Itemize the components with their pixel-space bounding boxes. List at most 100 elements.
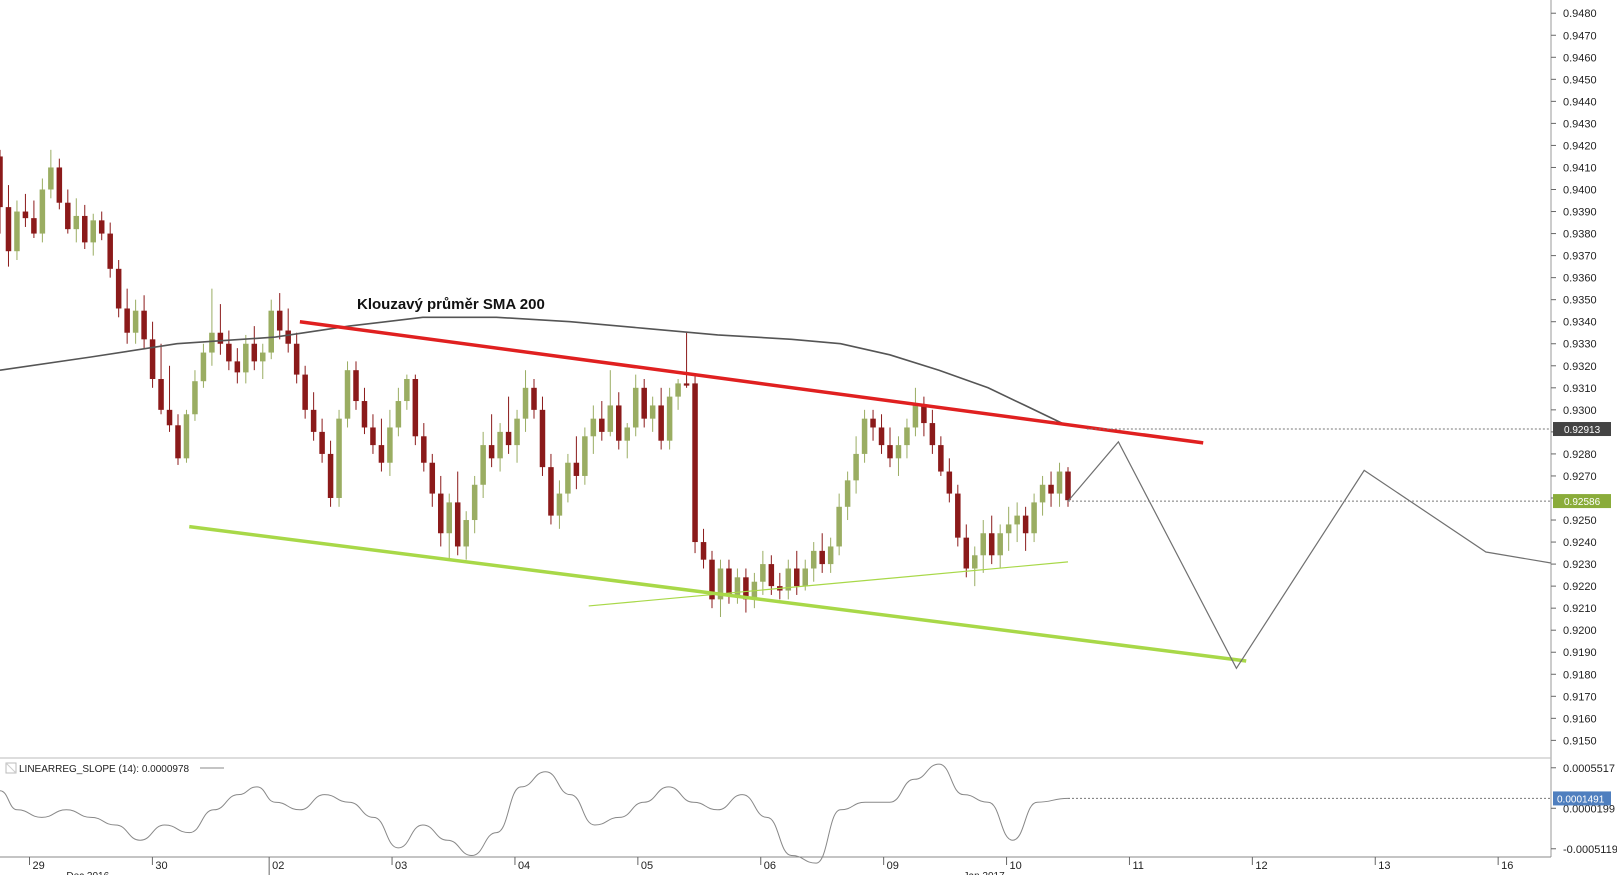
time-axis: 29 30 02 03 04 05 06 09 10 11 12 13 16 Dec 2016 Jan 20… (28, 857, 1513, 875)
candle-body (497, 431, 503, 459)
candle-body (641, 387, 647, 419)
price-tick-label: 0.9360 (1563, 273, 1597, 285)
sma-annotation: Klouzavý průměr SMA 200 (357, 296, 545, 313)
candle-body (1048, 484, 1054, 494)
candle-body (878, 427, 885, 446)
candle-body (717, 568, 724, 600)
candle-body (48, 167, 54, 190)
price-tick-label: 0.9280 (1563, 449, 1597, 461)
candle-body (234, 361, 241, 373)
candle-body (454, 502, 461, 547)
candle-body (353, 370, 359, 402)
month-label: Dec 2016 (66, 871, 109, 875)
price-tick-label: 0.9470 (1563, 30, 1597, 42)
candle-body (395, 401, 402, 428)
candle-body (794, 568, 800, 587)
price-tick-label: 0.9320 (1563, 361, 1597, 373)
candle-body (616, 405, 622, 441)
price-tick-label: 0.9380 (1563, 229, 1597, 241)
candle-body (827, 546, 834, 565)
price-tick-label: 0.9400 (1563, 185, 1597, 197)
candle-body (887, 445, 893, 459)
candle-body (573, 462, 580, 476)
candle-body (285, 330, 291, 344)
price-tick-label: 0.9310 (1563, 383, 1597, 395)
candle-body (929, 423, 936, 446)
candle-body (319, 431, 325, 454)
price-tick-label: 0.9440 (1563, 96, 1597, 108)
indicator-tick-label: 0.0005517 (1563, 763, 1615, 775)
candle-body (302, 374, 308, 410)
indicator-tick-label: -0.0005119 (1563, 844, 1617, 856)
candle-body (209, 332, 215, 353)
candle-body (522, 387, 529, 419)
candle-body (22, 211, 29, 219)
indicator-tick-label: 0.0000199 (1563, 803, 1615, 815)
candlestick-series (0, 149, 1071, 617)
candle-body (1005, 524, 1012, 534)
price-badge-label: 0.92913 (1564, 425, 1601, 436)
candle-body (760, 564, 766, 582)
candle-body (700, 542, 707, 560)
indicator-series: 0.0001491 (0, 763, 1611, 864)
price-tick-label: 0.9150 (1563, 735, 1597, 747)
candle-body (785, 568, 792, 591)
candle-body (514, 418, 520, 446)
candle-body (166, 409, 173, 426)
candle-body (599, 418, 605, 432)
candle-body (73, 215, 80, 230)
time-tick-label: 12 (1255, 860, 1267, 872)
candle-body (632, 387, 639, 428)
candle-body (649, 405, 656, 419)
candle-body (912, 405, 919, 428)
price-tick-label: 0.9480 (1563, 8, 1597, 20)
candle-body (124, 308, 130, 333)
candle-body (387, 427, 393, 463)
candle-body (158, 379, 164, 410)
time-tick-label: 03 (395, 860, 407, 872)
price-tick-label: 0.9250 (1563, 515, 1597, 527)
candle-body (39, 189, 46, 234)
month-label: Jan 2017 (964, 871, 1006, 875)
candle-body (344, 370, 351, 419)
price-tick-label: 0.9180 (1563, 669, 1597, 681)
time-tick-label: 30 (155, 860, 167, 872)
candle-body (963, 537, 970, 569)
price-tick-label: 0.9370 (1563, 251, 1597, 263)
candle-body (31, 218, 37, 234)
candle-body (980, 533, 986, 556)
candle-body (412, 379, 419, 437)
indicator-axis: 0.0005517 0.0000199 -0.0005119 (1551, 763, 1617, 856)
candle-body (404, 379, 410, 402)
sma200-line (0, 316, 1063, 424)
overlay-lines (0, 316, 1552, 670)
candle-body (251, 343, 258, 362)
price-tick-label: 0.9460 (1563, 52, 1597, 64)
time-tick-label: 04 (518, 860, 530, 872)
candle-body (590, 418, 597, 437)
time-tick-label: 16 (1501, 860, 1513, 872)
candle-body (115, 268, 122, 309)
price-tick-label: 0.9170 (1563, 691, 1597, 703)
candle-body (624, 427, 630, 441)
price-tick-label: 0.9330 (1563, 339, 1597, 351)
candle-body (260, 352, 266, 362)
candle-body (666, 396, 673, 441)
indicator-legend-box-icon[interactable] (5, 762, 17, 774)
candle-body (607, 405, 614, 432)
candle-body (1056, 471, 1063, 494)
candle-body (836, 506, 842, 547)
candle-body (327, 453, 334, 498)
candle-body (768, 564, 775, 587)
time-tick-label: 09 (887, 860, 899, 872)
price-tick-label: 0.9230 (1563, 559, 1597, 571)
time-tick-label: 11 (1132, 860, 1143, 872)
time-tick-label: 05 (641, 860, 653, 872)
candle-body (107, 233, 113, 269)
candle-body (556, 493, 563, 516)
price-tick-label: 0.9450 (1563, 74, 1597, 86)
candle-body (921, 405, 927, 424)
candle-body (336, 418, 342, 498)
candle-body (132, 310, 139, 333)
